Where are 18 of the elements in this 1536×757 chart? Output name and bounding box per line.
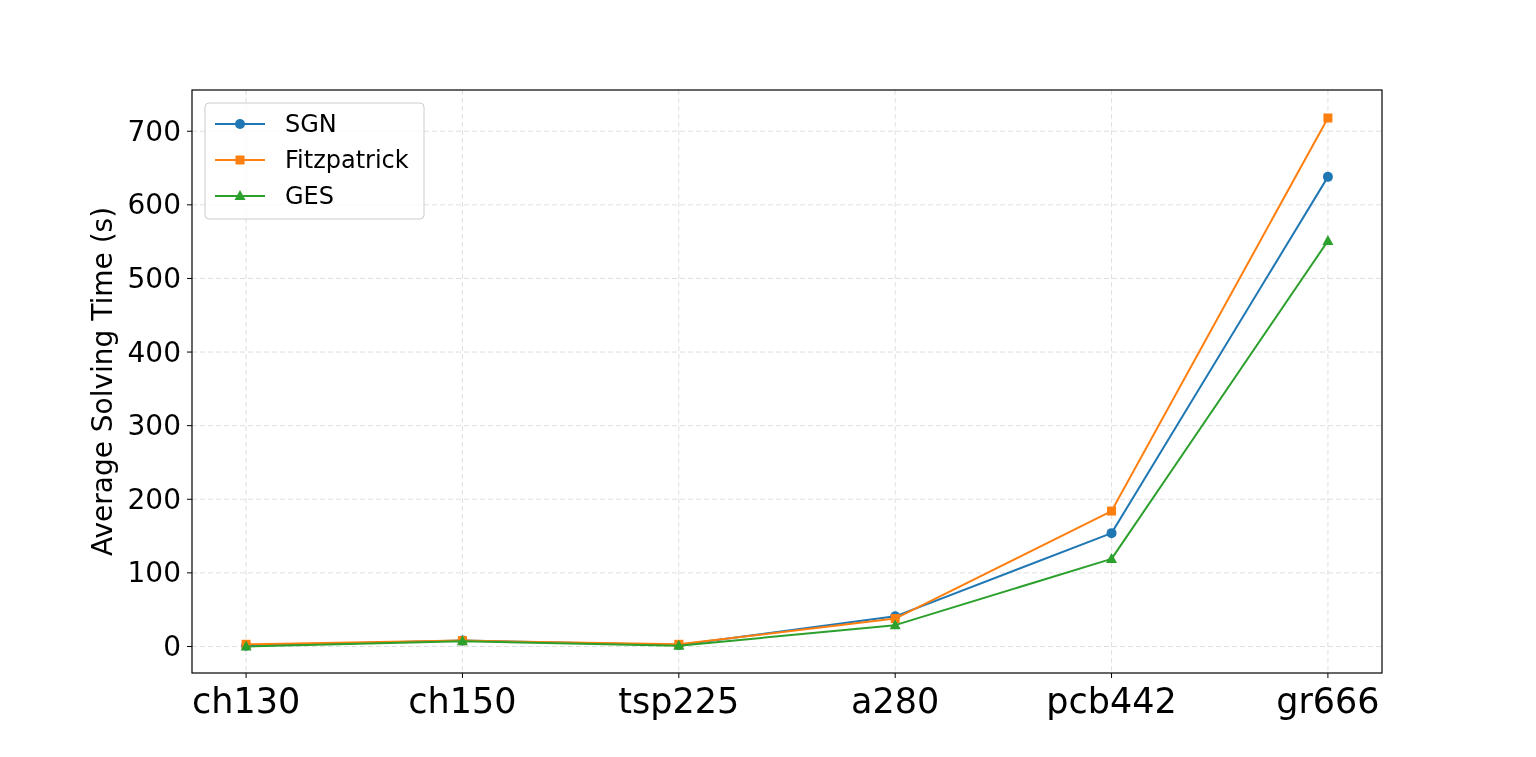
x-tick-label: ch150 xyxy=(408,681,517,721)
y-tick-label: 600 xyxy=(127,188,181,222)
y-tick-label: 700 xyxy=(127,114,181,148)
y-tick-label: 100 xyxy=(127,556,181,590)
legend-label: GES xyxy=(285,182,334,210)
y-tick-label: 400 xyxy=(127,335,181,369)
y-tick-label: 200 xyxy=(127,482,181,516)
x-tick-label: pcb442 xyxy=(1046,681,1177,721)
y-tick-label: 500 xyxy=(127,261,181,295)
x-tick-label: gr666 xyxy=(1276,681,1380,721)
legend-label: SGN xyxy=(285,110,337,138)
y-axis-title: Average Solving Time (s) xyxy=(86,206,119,557)
y-tick-label: 0 xyxy=(163,630,181,663)
x-tick-label: a280 xyxy=(851,681,940,721)
legend-label: Fitzpatrick xyxy=(285,146,409,174)
x-tick-label: tsp225 xyxy=(618,681,740,721)
y-tick-label: 300 xyxy=(127,409,181,443)
x-tick-label: ch130 xyxy=(191,681,301,721)
